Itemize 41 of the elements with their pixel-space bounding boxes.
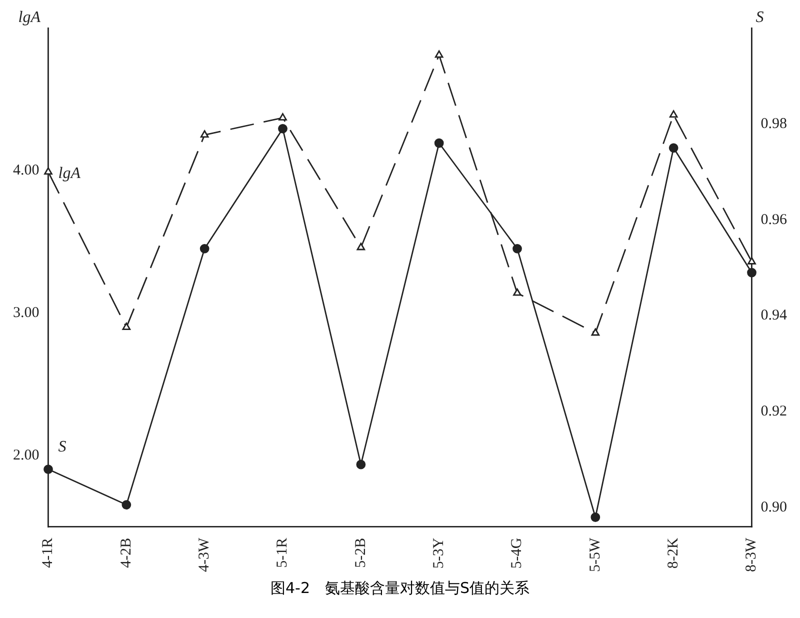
y2-tick-label: 0.90 [760,500,787,516]
x-tick-label: 4-2B [118,538,134,568]
point [512,244,522,254]
x-tick-label: 5-2B [352,538,369,568]
y2-tick-label: 0.92 [760,404,787,420]
y-tick-label: 2.00 [13,448,40,464]
point [669,110,678,118]
point [590,512,600,522]
point [278,124,288,134]
x-tick-label: 5-5W [587,537,604,572]
point [122,500,132,510]
point [434,138,444,148]
y2-tick-label: 0.96 [760,212,788,228]
x-tick-label: 4-1R [40,538,56,568]
point [356,242,366,250]
caption: 图4-2 氨基酸含量对数值与S值的关系 [269,579,531,598]
series-label: lgA [58,165,81,182]
point [356,460,366,470]
point [278,113,287,120]
x-tick-label: 4-3W [196,537,213,572]
point [200,244,210,254]
y-axis-title: lgA [18,9,41,26]
y-tick-label: 4.00 [13,162,40,178]
point [122,322,131,330]
y2-tick-label: 0.94 [760,308,788,324]
point [591,328,600,336]
x-tick-label: 8-3W [744,537,760,572]
y2-axis-title: S [756,9,764,26]
series-label: S [58,438,66,456]
x-tick-label: 5-1R [274,538,291,568]
y-tick-label: 3.00 [13,304,40,321]
point [747,268,756,278]
point [200,130,209,138]
point [513,288,522,296]
x-tick-label: 5-3Y [431,538,448,569]
x-tick-label: 8-2K [666,538,682,569]
point [434,50,444,58]
y2-tick-label: 0.98 [760,116,787,132]
point [668,143,678,153]
point [44,464,53,474]
x-tick-label: 5-4G [509,538,526,569]
